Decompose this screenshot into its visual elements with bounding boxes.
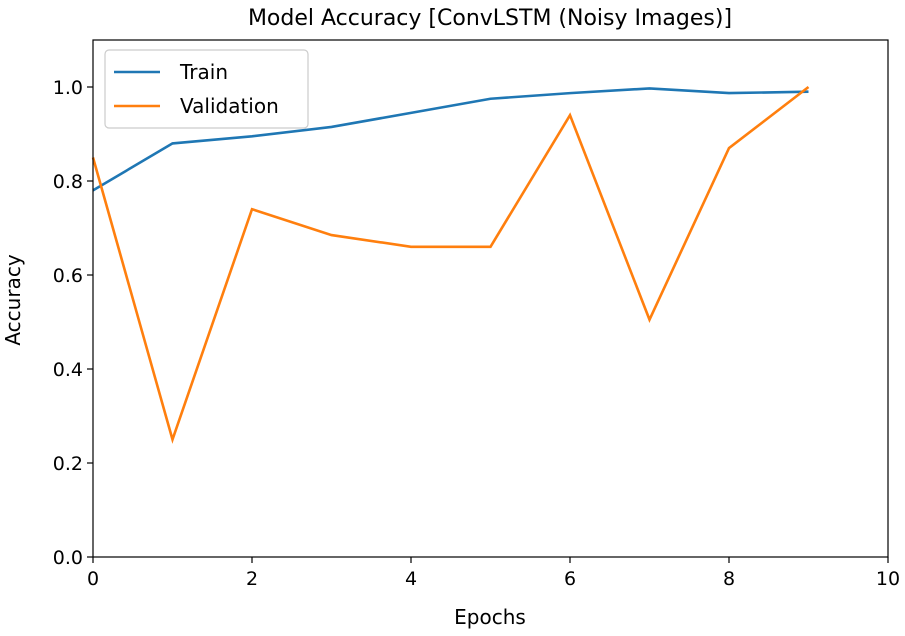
- legend-label-validation: Validation: [180, 94, 279, 118]
- y-tick-label: 0.0: [53, 547, 83, 569]
- x-tick-label: 10: [876, 568, 900, 590]
- x-tick-label: 8: [723, 568, 735, 590]
- x-tick-label: 4: [405, 568, 417, 590]
- legend-label-train: Train: [179, 60, 228, 84]
- x-tick-label: 2: [246, 568, 258, 590]
- y-axis-label: Accuracy: [1, 254, 25, 345]
- legend: Train Validation: [104, 49, 309, 129]
- x-axis: 0 2 4 6 8 10: [87, 557, 900, 590]
- series-line-train: [92, 87, 809, 192]
- x-tick-label: 6: [564, 568, 576, 590]
- series-layer: [91, 85, 810, 444]
- y-tick-label: 0.2: [53, 453, 83, 475]
- y-tick-label: 0.8: [53, 171, 83, 193]
- legend-frame: [104, 49, 309, 129]
- y-axis: 0.0 0.2 0.4 0.6 0.8 1.0: [53, 77, 93, 569]
- chart-title: Model Accuracy [ConvLSTM (Noisy Images)]: [248, 6, 732, 31]
- series-line-validation: [91, 85, 810, 444]
- x-tick-label: 0: [87, 568, 99, 590]
- y-tick-label: 1.0: [53, 77, 83, 99]
- y-tick-label: 0.4: [53, 359, 83, 381]
- x-axis-label: Epochs: [454, 605, 526, 629]
- plot-frame: [92, 39, 889, 558]
- y-tick-label: 0.6: [53, 265, 83, 287]
